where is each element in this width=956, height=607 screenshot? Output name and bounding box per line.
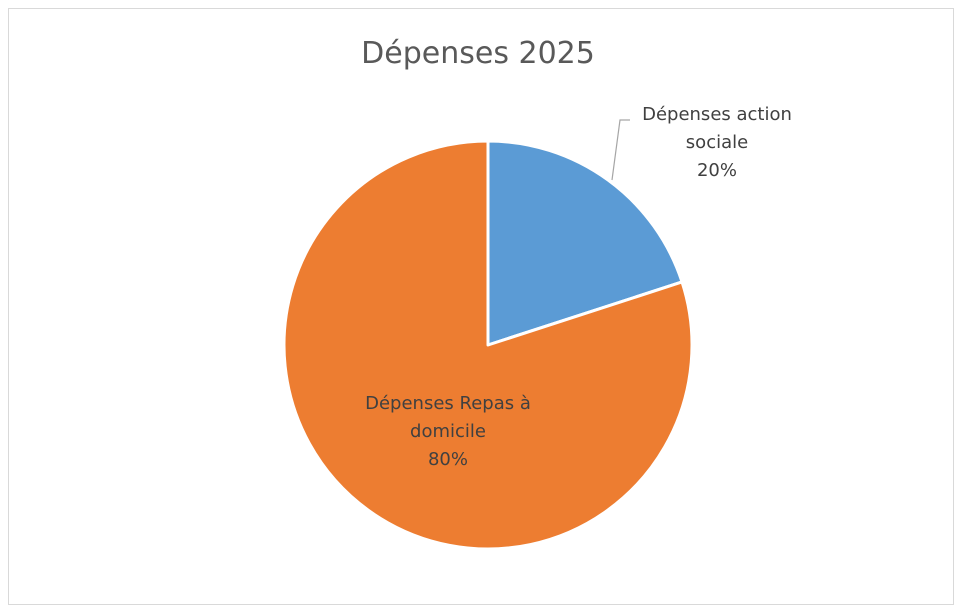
slice-label-0-line-1: sociale [686, 132, 748, 153]
slice-percent-label-0: 20% [697, 160, 737, 181]
pie-slice-0 [486, 139, 684, 347]
slice-label-1-line-0: Dépenses Repas à [365, 393, 531, 414]
pie-slice-1 [282, 139, 694, 551]
chart-title: Dépenses 2025 [361, 36, 595, 71]
slice-label-1-line-1: domicile [410, 421, 486, 442]
leader-line-0 [611, 119, 630, 181]
slice-percent-label-1: 80% [428, 449, 468, 470]
slice-label-0-line-0: Dépenses action [642, 104, 792, 125]
pie-slices [282, 139, 694, 551]
pie-labels: Dépenses action sociale 20% Dépenses Repas … [365, 104, 792, 470]
